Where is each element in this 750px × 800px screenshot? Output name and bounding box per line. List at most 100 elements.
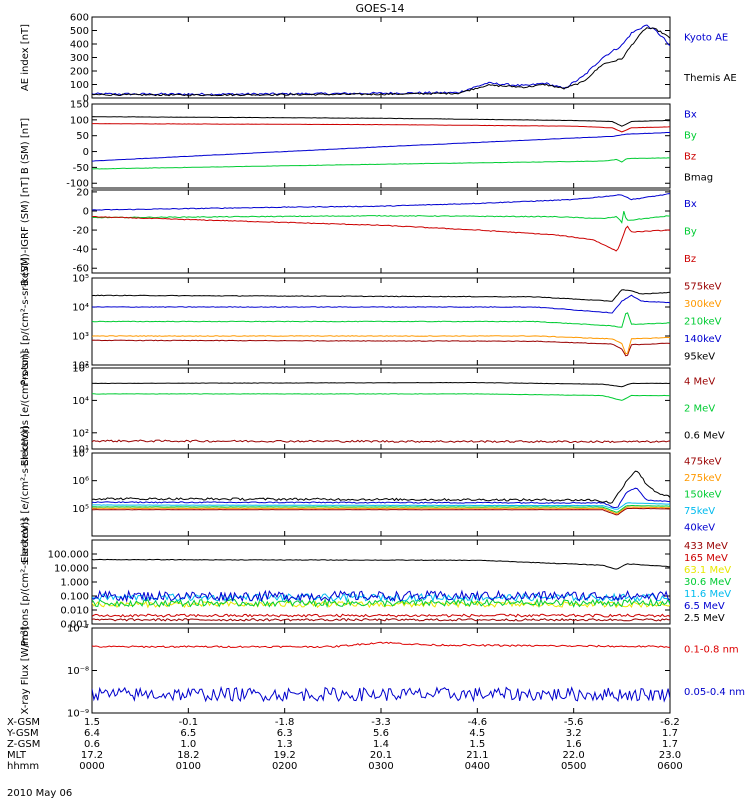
time-axis-value: 0400 <box>465 761 490 772</box>
time-axis-row-label: hhmm <box>7 761 39 772</box>
y-tick-label: 10⁻⁹ <box>67 709 89 720</box>
time-axis-value: 0500 <box>561 761 586 772</box>
legend-label: 30.6 MeV <box>684 577 731 588</box>
panel-electrons2: 10⁵ 10⁶ 10⁷ Electrons [e/(cm²-s-sr-keV)] 475… <box>20 426 722 563</box>
series-line-themis-ae <box>92 27 670 97</box>
time-axis-value: 18.2 <box>177 750 199 761</box>
series-line-165-mev <box>92 613 670 618</box>
panel-frame <box>91 189 671 274</box>
panel-protons1: 10² 10³ 10⁴ 10⁵ Protons [p/(cm²-s-sr-keV)] 57… <box>20 257 722 385</box>
time-axis-value: -6.2 <box>660 717 680 728</box>
panel-frame <box>91 627 671 714</box>
legend-label: Bx <box>684 199 697 210</box>
series-line-140kev <box>92 294 670 314</box>
time-axis-row-label: MLT <box>7 750 27 761</box>
series-line-40kev <box>92 487 670 509</box>
panel-frame <box>91 539 671 625</box>
y-tick-label: -60 <box>73 264 89 275</box>
series-line-bz <box>92 216 670 252</box>
panel-ae: 0 100 200 300 400 500 600 AE index [nT] Kyoto AE… <box>20 13 737 105</box>
series-line-150kev <box>92 505 670 513</box>
time-axis-value: 19.2 <box>274 750 296 761</box>
series-line-0.05-0.4-nm <box>92 685 670 703</box>
panel-frame <box>91 367 671 450</box>
y-tick-label: 10⁷ <box>72 449 89 460</box>
legend-label: 4 MeV <box>684 377 715 388</box>
time-axis-value: -3.3 <box>371 717 391 728</box>
y-tick-label: 10⁴ <box>72 396 89 407</box>
series-line-bx <box>92 132 670 162</box>
y-tick-label: 0.100 <box>60 592 89 603</box>
y-tick-label: -50 <box>73 163 89 174</box>
series-line-bx <box>92 193 670 211</box>
y-tick-label: 100 <box>70 80 89 91</box>
time-axis-value: 1.7 <box>662 728 678 739</box>
y-axis-label: Protons [p/(cm²-s-sr-keV)] <box>20 257 31 385</box>
series-line-63.1-mev <box>92 600 670 609</box>
time-axis-value: 0600 <box>657 761 682 772</box>
legend-label: 0.05-0.4 nm <box>684 687 745 698</box>
series-line-210kev <box>92 312 670 328</box>
series-line-2-mev <box>92 393 670 401</box>
y-axis-label: X-ray Flux [W/m²] <box>20 626 31 714</box>
time-axis-value: 5.6 <box>373 728 389 739</box>
panel-xray: 10⁻⁹ 10⁻⁸ 10⁻⁷ X-ray Flux [W/m²] 0.1-0.8 nm 0… <box>20 624 745 720</box>
legend-label: 210keV <box>684 317 722 328</box>
legend-label: 300keV <box>684 299 722 310</box>
series-line-575kev <box>92 339 670 357</box>
y-axis-label: Electrons [e/(cm²-s-sr-keV)] <box>20 426 31 563</box>
panel-bigrf: -60 -40 -20 0 20 B (SM)-IGRF (SM) [nT] Bx By Bz <box>20 177 697 286</box>
y-tick-label: 10² <box>72 361 89 372</box>
y-tick-label: 50 <box>76 131 89 142</box>
y-tick-label: 10.000 <box>54 564 89 575</box>
time-axis-value: 0300 <box>368 761 393 772</box>
y-tick-label: 10⁶ <box>72 476 89 487</box>
date-label: 2010 May 06 <box>7 788 72 799</box>
y-tick-label: 100.000 <box>48 550 89 561</box>
y-tick-label: 10² <box>72 428 89 439</box>
time-axis-value: 6.4 <box>84 728 100 739</box>
legend-label: 2.5 MeV <box>684 613 725 624</box>
time-axis-value: -4.6 <box>468 717 488 728</box>
y-tick-label: 600 <box>70 13 89 24</box>
legend-label: 0.1-0.8 nm <box>684 644 739 655</box>
time-axis-value: -1.8 <box>275 717 295 728</box>
time-axis-value: 6.5 <box>180 728 196 739</box>
series-line-275kev <box>92 506 670 515</box>
legend-label: By <box>684 131 697 142</box>
y-tick-label: 10⁴ <box>72 303 89 314</box>
time-axis-value: 3.2 <box>566 728 582 739</box>
series-line-6.5-mev <box>92 589 670 603</box>
y-tick-label: 0.010 <box>60 606 89 617</box>
series-line-75kev <box>92 502 670 510</box>
y-axis-label: Electrons [e/(cm²-s-sr)] <box>20 351 31 467</box>
time-axis-value: 1.7 <box>662 739 678 750</box>
y-tick-label: 1.000 <box>60 578 89 589</box>
time-axis-table: X-GSM 1.5 -0.1 -1.8 -3.3 -4.6 -5.6 -6.2 Y-GSM 6.4… <box>6 717 683 772</box>
time-axis-value: 20.1 <box>370 750 392 761</box>
figure-title: GOES-14 <box>355 2 404 15</box>
y-tick-label: 10⁵ <box>72 274 89 285</box>
legend-label: 0.6 MeV <box>684 431 725 442</box>
legend-label: 6.5 MeV <box>684 601 725 612</box>
legend-label: 11.6 MeV <box>684 589 731 600</box>
time-axis-value: 1.5 <box>84 717 100 728</box>
series-line-4-mev <box>92 439 670 444</box>
y-tick-label: 0 <box>83 147 89 158</box>
legend-label: 275keV <box>684 473 722 484</box>
time-axis-value: 0.6 <box>84 739 100 750</box>
legend-label: Bz <box>684 152 696 163</box>
y-axis-label: Protons [p/(cm²-s-sr-keV)] <box>20 518 31 646</box>
legend-label: 75keV <box>684 506 715 517</box>
series-line-kyoto-ae <box>92 24 670 96</box>
y-tick-label: 10⁵ <box>72 504 89 515</box>
y-tick-label: 10⁻⁸ <box>67 666 89 677</box>
time-axis-value: 0000 <box>79 761 104 772</box>
legend-label: 165 MeV <box>684 553 728 564</box>
legend-label: 63.1 MeV <box>684 565 731 576</box>
time-axis-row-label: Z-GSM <box>7 739 40 750</box>
series-line-by <box>92 211 670 224</box>
time-axis-value: -0.1 <box>179 717 199 728</box>
series-line-475kev <box>92 507 670 516</box>
time-axis-value: 1.5 <box>469 739 485 750</box>
